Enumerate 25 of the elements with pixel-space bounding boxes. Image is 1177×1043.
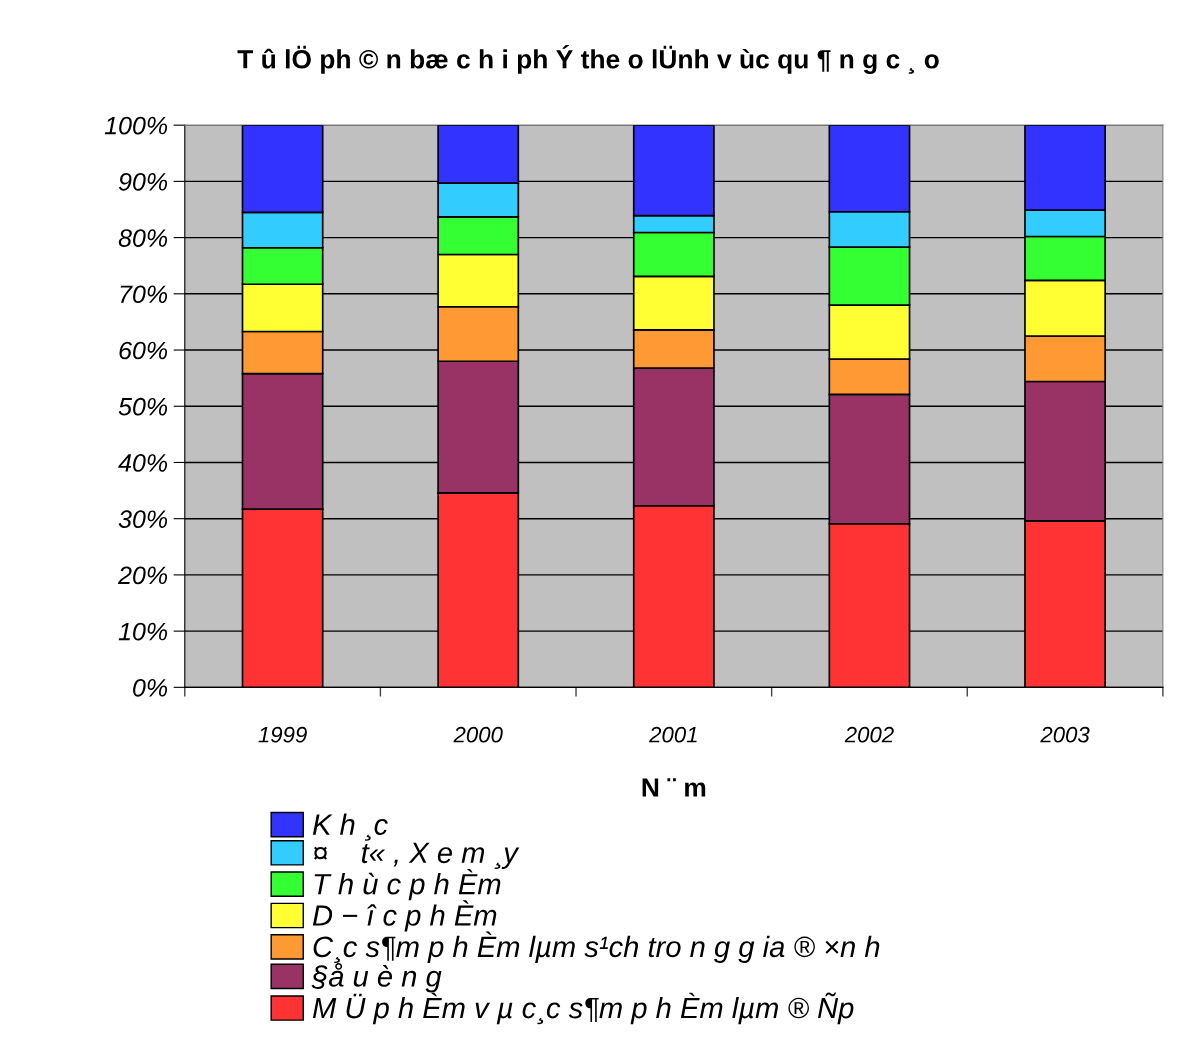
y-tick-label: 20% (117, 566, 168, 585)
y-tick-label: 0% (133, 678, 168, 697)
legend-label: K h ¸c (312, 813, 388, 841)
y-tick-label: 60% (119, 341, 168, 360)
y-tick-label: 100% (104, 116, 168, 135)
x-tick-label: 1999 (258, 726, 307, 743)
legend-label: §å u è n g (311, 962, 442, 993)
legend-label: D − î c p h Èm (312, 900, 497, 932)
legend-label: M Ü p h Èm v µ c¸c s¶m p h Èm lµm ® Ñp (312, 992, 854, 1025)
legend-label: C¸c s¶m p h Èm lµm s¹ch tro n g g ia ® ×n h (313, 931, 880, 963)
x-tick-label: 2001 (648, 726, 697, 743)
legend-label: T h ù c p h Èm (314, 868, 501, 901)
y-tick-label: 90% (118, 172, 168, 191)
chart-title: T û lÖ ph © n bæ c h i ph Ý the o lÜnh v ùc qu ¶ n g c ¸ o (237, 44, 939, 74)
y-tick-label: 70% (120, 285, 168, 304)
x-tick-label: 2000 (453, 726, 503, 743)
y-tick-label: 50% (118, 397, 168, 416)
x-tick-label: 2002 (844, 726, 894, 743)
y-tick-label: 30% (118, 510, 168, 528)
y-tick-label: 10% (118, 622, 168, 641)
y-tick-label: 40% (118, 454, 168, 472)
legend-label: ¤ t« , X e m ¸y (314, 842, 520, 869)
x-tick-label: 2003 (1040, 726, 1090, 743)
y-tick-label: 80% (118, 229, 168, 247)
x-axis-title: N ¨ m (642, 778, 706, 797)
